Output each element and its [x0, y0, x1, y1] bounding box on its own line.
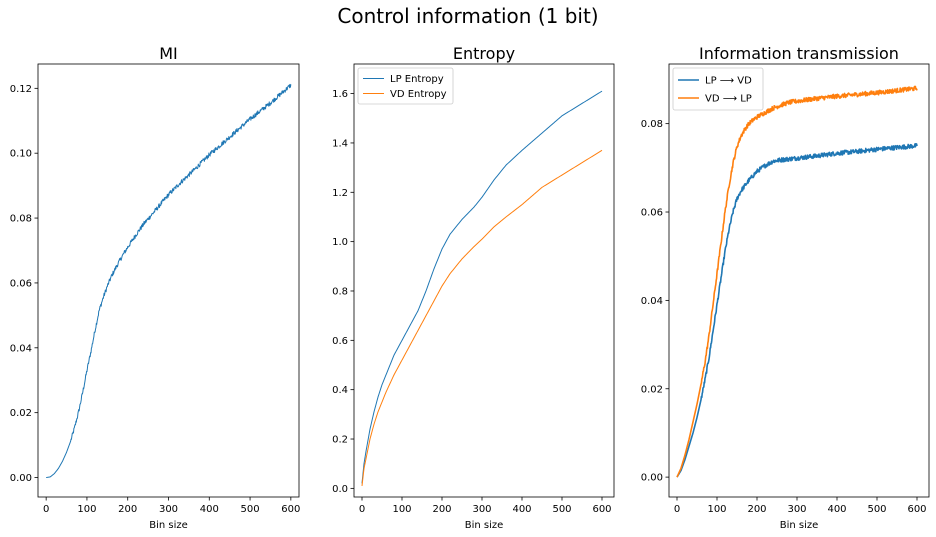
panel-title: Information transmission: [699, 44, 899, 63]
y-tick-label: 0.06: [641, 208, 663, 219]
series-line-1: [361, 90, 603, 484]
x-tick-label: 300: [159, 504, 178, 515]
x-axis-label: Bin size: [465, 520, 504, 531]
x-tick-label: 500: [867, 504, 886, 515]
y-tick-label: 0.08: [641, 119, 663, 130]
series-line-1: [676, 142, 918, 478]
legend-label: LP Entropy: [390, 74, 444, 85]
x-tick-label: 300: [787, 504, 806, 515]
y-tick-label: 0.00: [10, 473, 32, 484]
x-tick-label: 600: [907, 504, 926, 515]
information-transmission-panel: Information transmission 0 100 200 300 400 500…: [641, 44, 930, 531]
legend-label: VD Entropy: [390, 89, 447, 100]
legend-box: [357, 67, 454, 105]
series-line-2: [361, 149, 603, 486]
x-tick-label: 400: [827, 504, 846, 515]
y-tick-label: 0.04: [10, 343, 32, 354]
x-tick-label: 0: [43, 504, 49, 515]
axes-frame: [668, 63, 930, 498]
y-tick-label: 0.10: [10, 149, 32, 160]
legend: LP Entropy VD Entropy: [357, 67, 454, 105]
x-tick-label: 500: [241, 504, 260, 515]
y-tick-label: 0.02: [641, 384, 663, 395]
x-tick-label: 200: [432, 504, 451, 515]
x-tick-label: 500: [552, 504, 571, 515]
x-tick-label: 600: [281, 504, 300, 515]
y-tick-label: 0.12: [10, 84, 32, 95]
legend-label: LP ⟶ VD: [705, 76, 752, 87]
y-tick-label: 0.02: [10, 408, 32, 419]
series-line-2: [676, 85, 918, 478]
x-tick-label: 400: [512, 504, 531, 515]
y-tick-label: 0.4: [332, 385, 348, 396]
mi-panel: MI 0 100 200 300 400 500 600 0.00 0.02 0.04 0.06 0.0…: [10, 44, 301, 531]
x-tick-label: 100: [77, 504, 96, 515]
legend-box: [672, 67, 764, 111]
x-tick-label: 200: [747, 504, 766, 515]
x-tick-label: 400: [200, 504, 219, 515]
x-tick-label: 600: [592, 504, 611, 515]
x-tick-label: 100: [392, 504, 411, 515]
x-tick-label: 200: [118, 504, 137, 515]
y-tick-label: 0.8: [332, 286, 348, 297]
panel-title: Entropy: [453, 44, 515, 63]
figure-title: Control information (1 bit): [337, 4, 598, 28]
y-tick-label: 0.04: [641, 296, 663, 307]
y-tick-label: 0.0: [332, 484, 348, 495]
y-tick-label: 0.00: [641, 473, 663, 484]
legend: LP ⟶ VD VD ⟶ LP: [672, 67, 764, 111]
x-tick-label: 0: [359, 504, 365, 515]
y-tick-label: 1.6: [332, 89, 348, 100]
axes-frame: [353, 63, 615, 498]
y-tick-label: 1.2: [332, 188, 348, 199]
entropy-panel: Entropy 0 100 200 300 400 500 600 0.0 0.2 0.4 0.6 0.…: [332, 44, 615, 531]
y-tick-label: 0.06: [10, 278, 32, 289]
y-tick-label: 0.6: [332, 336, 348, 347]
y-tick-label: 0.2: [332, 435, 348, 446]
x-tick-label: 300: [472, 504, 491, 515]
legend-label: VD ⟶ LP: [705, 94, 752, 105]
y-tick-label: 1.4: [332, 138, 348, 149]
x-tick-label: 0: [674, 504, 680, 515]
y-tick-label: 0.08: [10, 214, 32, 225]
x-axis-label: Bin size: [780, 520, 819, 531]
x-axis-label: Bin size: [149, 520, 188, 531]
series-line-1: [46, 83, 292, 479]
y-tick-label: 1.0: [332, 237, 348, 248]
x-tick-label: 100: [707, 504, 726, 515]
panel-title: MI: [159, 44, 178, 63]
